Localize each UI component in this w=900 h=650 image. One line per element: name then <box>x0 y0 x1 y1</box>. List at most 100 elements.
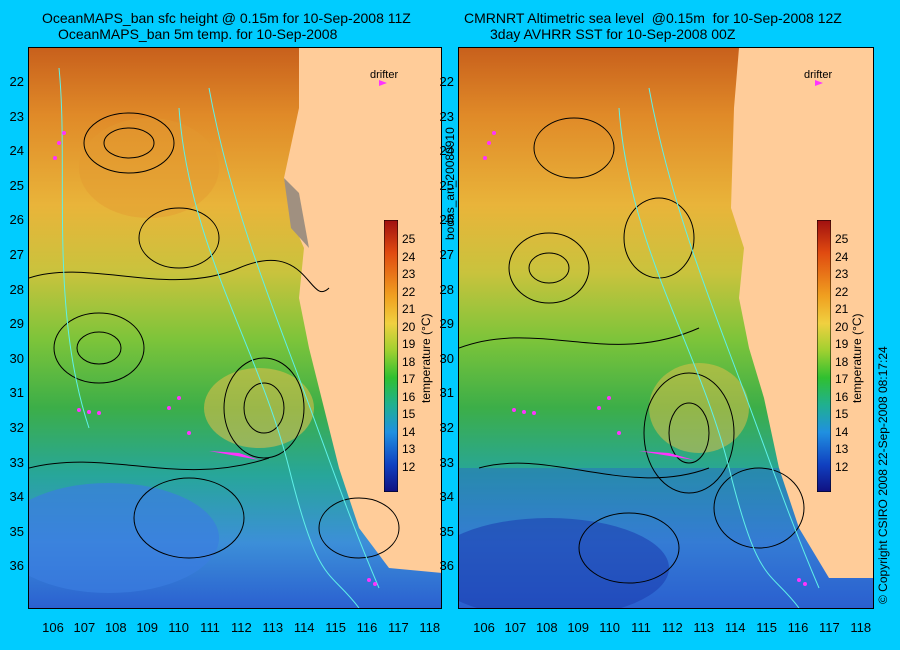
colorbar-tick-label: 21 <box>835 302 849 316</box>
longitude-tick-label: 111 <box>200 620 220 635</box>
longitude-tick-label: 109 <box>567 620 590 635</box>
colorbar-tick-label: 25 <box>402 232 416 246</box>
colorbar-tick-label: 16 <box>835 389 849 404</box>
colorbar-tick-label: 16 <box>402 389 416 404</box>
longitude-tick-label: 108 <box>535 620 558 635</box>
colorbar-tick-label: 20 <box>402 319 416 334</box>
longitude-tick-label: 117 <box>388 620 409 635</box>
bathymetry-contours <box>58 67 380 608</box>
colorbar-tick-label: 24 <box>835 249 849 264</box>
colorbar-tick-label: 22 <box>402 284 416 299</box>
longitude-tick-label: 106 <box>473 620 495 635</box>
latitude-tick-label: 25 <box>439 177 454 193</box>
longitude-tick-label: 117 <box>819 620 840 635</box>
latitude-tick-label: 33 <box>9 454 24 470</box>
drifter-legend-label: drifter <box>804 69 832 81</box>
longitude-tick-label: 116 <box>356 620 378 635</box>
latitude-tick-label: 34 <box>9 489 24 505</box>
left-title-line2: OceanMAPS_ban 5m temp. for 10-Sep-2008 <box>58 26 338 42</box>
latitude-tick-label: 23 <box>439 108 454 124</box>
right-map-panel: drifter <box>458 47 874 609</box>
left-map: drifter <box>29 48 441 608</box>
right-colorbar-title: temperature (°C) <box>850 313 864 404</box>
ssh-contours <box>29 112 400 559</box>
land-mass <box>284 48 441 573</box>
longitude-tick-label: 106 <box>42 620 64 635</box>
latitude-tick-label: 23 <box>9 108 24 124</box>
colorbar-tick-label: 14 <box>835 424 849 439</box>
colorbar-tick-label: 24 <box>402 249 416 264</box>
colorbar-tick-label: 19 <box>835 337 849 351</box>
longitude-tick-label: 107 <box>73 620 96 635</box>
latitude-tick-label: 28 <box>439 281 454 297</box>
bathymetry-contours <box>618 87 820 608</box>
colorbar-tick-label: 23 <box>835 267 849 281</box>
colorbar-tick-label: 13 <box>402 442 416 456</box>
longitude-tick-label: 110 <box>599 620 620 635</box>
land-mass <box>731 48 873 578</box>
longitude-tick-label: 115 <box>325 620 346 635</box>
latitude-tick-label: 24 <box>9 143 24 159</box>
latitude-tick-label: 31 <box>9 385 24 401</box>
drifter-legend-label: drifter <box>370 69 398 81</box>
colorbar-tick-label: 17 <box>402 372 416 386</box>
colorbar-tick-label: 17 <box>835 372 849 386</box>
longitude-tick-label: 118 <box>850 620 872 635</box>
colorbar-tick-label: 20 <box>835 319 849 334</box>
latitude-tick-label: 26 <box>9 212 24 228</box>
drifter-tracks <box>53 80 387 586</box>
longitude-tick-label: 113 <box>693 620 715 635</box>
run-id-label: bodas_an_20080910 <box>443 127 457 240</box>
longitude-tick-label: 114 <box>293 620 315 635</box>
longitude-tick-label: 118 <box>419 620 441 635</box>
colorbar-tick-label: 13 <box>835 442 849 456</box>
latitude-tick-label: 29 <box>9 316 24 332</box>
colorbar-tick-label: 12 <box>835 459 849 474</box>
latitude-tick-label: 31 <box>439 385 454 401</box>
colorbar-tick-label: 14 <box>402 424 416 439</box>
longitude-tick-label: 109 <box>136 620 159 635</box>
longitude-tick-label: 107 <box>504 620 527 635</box>
colorbar-tick-label: 15 <box>402 407 416 421</box>
latitude-tick-label: 36 <box>9 558 24 574</box>
latitude-tick-label: 28 <box>9 281 24 297</box>
colorbar-tick-label: 18 <box>402 354 416 369</box>
longitude-tick-label: 110 <box>168 620 189 635</box>
longitude-tick-label: 112 <box>662 620 683 635</box>
left-colorbar-title: temperature (°C) <box>419 313 433 404</box>
longitude-tick-label: 111 <box>631 620 651 635</box>
longitude-tick-label: 115 <box>756 620 777 635</box>
copyright-label: © Copyright CSIRO 2008 22-Sep-2008 08:17… <box>876 346 890 604</box>
longitude-tick-label: 114 <box>724 620 746 635</box>
right-title-line2: 3day AVHRR SST for 10-Sep-2008 00Z <box>490 26 736 42</box>
latitude-tick-label: 25 <box>9 177 24 193</box>
colorbar-tick-label: 12 <box>402 459 416 474</box>
latitude-tick-label: 30 <box>9 350 24 366</box>
latitude-tick-label: 30 <box>439 350 454 366</box>
left-colorbar <box>384 220 398 492</box>
colorbar-tick-label: 22 <box>835 284 849 299</box>
colorbar-tick-label: 19 <box>402 337 416 351</box>
longitude-tick-label: 113 <box>262 620 284 635</box>
latitude-tick-label: 35 <box>9 523 24 539</box>
colorbar-tick-label: 23 <box>402 267 416 281</box>
colorbar-tick-label: 15 <box>835 407 849 421</box>
latitude-tick-label: 29 <box>439 316 454 332</box>
left-map-panel: drifter <box>28 47 442 609</box>
left-title-line1: OceanMAPS_ban sfc height @ 0.15m for 10-… <box>42 10 411 26</box>
latitude-tick-label: 24 <box>439 143 454 159</box>
drifter-tracks <box>483 80 823 586</box>
right-map: drifter <box>459 48 873 608</box>
latitude-tick-label: 36 <box>439 558 454 574</box>
latitude-tick-label: 32 <box>9 420 24 435</box>
latitude-tick-label: 26 <box>439 212 454 228</box>
right-colorbar <box>817 220 831 492</box>
latitude-tick-label: 34 <box>439 489 454 505</box>
right-title-line1: CMRNRT Altimetric sea level @0.15m for 1… <box>464 10 842 26</box>
longitude-tick-label: 112 <box>231 620 252 635</box>
colorbar-tick-label: 18 <box>835 354 849 369</box>
colorbar-tick-label: 25 <box>835 232 849 246</box>
latitude-tick-label: 35 <box>439 523 454 539</box>
latitude-tick-label: 22 <box>439 74 454 89</box>
ssh-contours <box>459 117 805 584</box>
